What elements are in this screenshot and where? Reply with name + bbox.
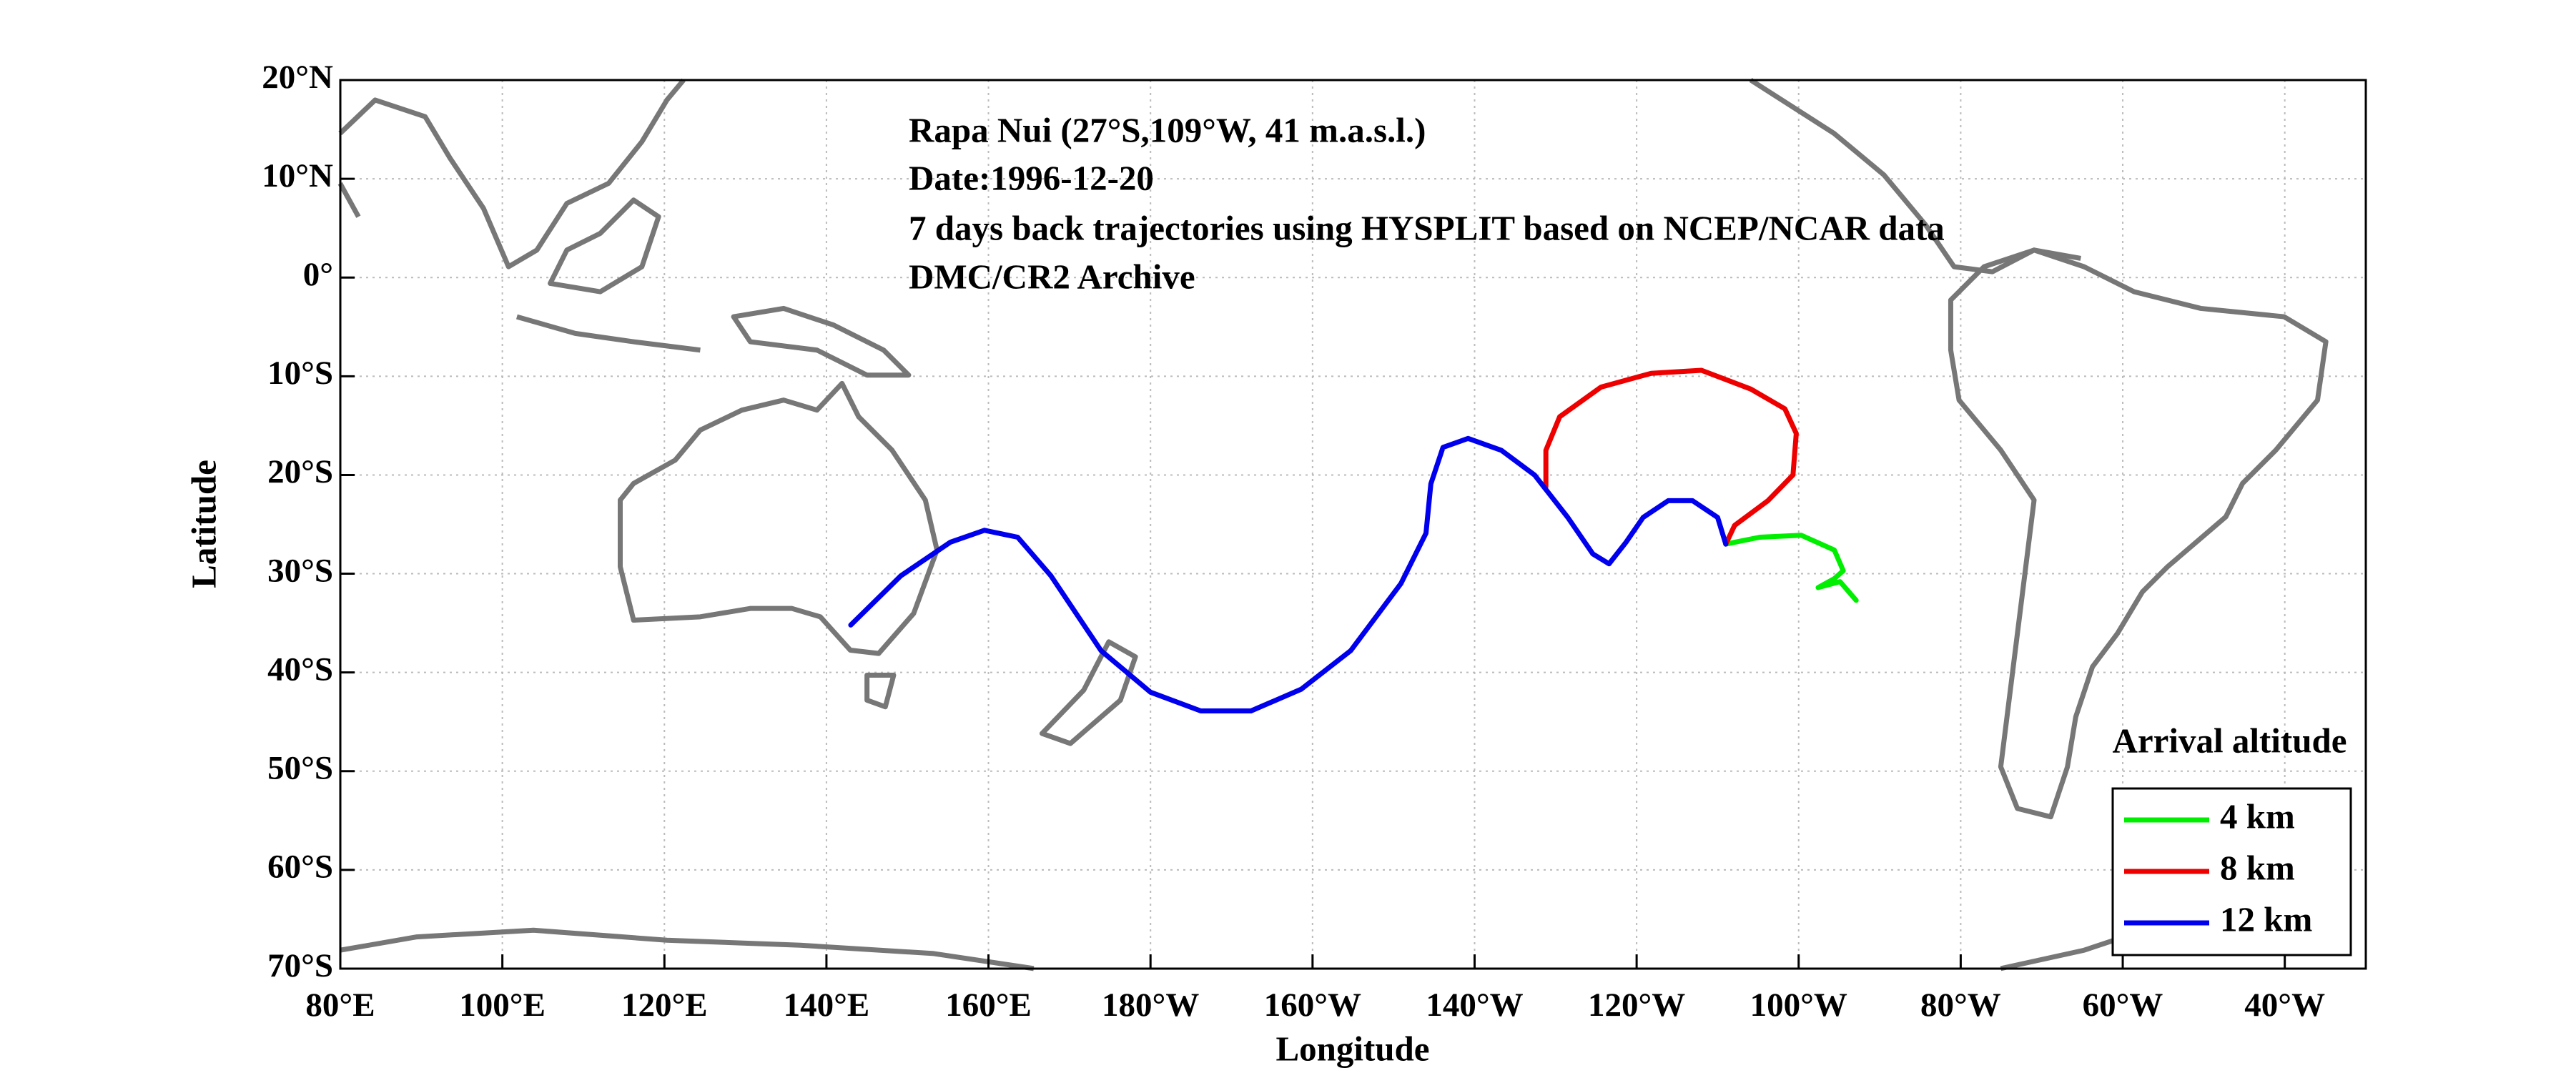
legend-label: 12 km <box>2220 899 2312 939</box>
y-tick-label: 0° <box>303 256 333 293</box>
plot-area <box>848 367 1859 713</box>
trajectory <box>848 435 1729 713</box>
annotation: Date:1996-12-20 <box>909 158 1154 197</box>
coast-new-guinea <box>731 305 912 378</box>
y-tick-label: 10°N <box>262 157 333 194</box>
x-tick-label: 100°W <box>1750 987 1847 1024</box>
coast-australia <box>618 380 940 656</box>
x-axis-label: Longitude <box>1275 1029 1429 1068</box>
x-tick-label: 140°W <box>1426 987 1523 1024</box>
coastlines <box>337 77 2329 971</box>
annotation: 7 days back trajectories using HYSPLIT b… <box>909 208 1945 247</box>
y-tick-label: 40°S <box>267 651 333 688</box>
y-tick-label: 20°S <box>267 453 333 490</box>
coast-asia <box>337 78 701 353</box>
annotation: Rapa Nui (27°S,109°W, 41 m.a.s.l.) <box>909 110 1426 149</box>
trajectory <box>1723 533 1859 603</box>
x-tick-label: 140°E <box>784 987 870 1024</box>
legend-label: 8 km <box>2220 848 2295 887</box>
x-tick-label: 40°W <box>2244 987 2325 1024</box>
y-tick-label: 30°S <box>267 552 333 589</box>
x-tick-label: 160°W <box>1264 987 1361 1024</box>
x-tick-label: 120°E <box>621 987 708 1024</box>
x-tick-label: 80°W <box>1920 987 2001 1024</box>
y-tick-label: 10°S <box>267 355 333 392</box>
coast-tasmania <box>864 672 897 710</box>
y-axis-label: Latitude <box>184 460 223 588</box>
coast-new-zealand <box>1040 639 1138 746</box>
x-tick-label: 100°E <box>459 987 546 1024</box>
annotation: DMC/CR2 Archive <box>909 257 1195 296</box>
axes-frame <box>339 79 2367 970</box>
x-tick-label: 160°E <box>945 987 1032 1024</box>
legend-title: Arrival altitude <box>2113 721 2347 760</box>
y-tick-label: 70°S <box>267 947 333 984</box>
coast-north-america <box>1749 77 2081 275</box>
x-tick-label: 180°W <box>1102 987 1199 1024</box>
coast-south-america <box>1948 247 2329 820</box>
grid <box>340 79 2366 969</box>
y-tick-label: 20°N <box>262 59 333 96</box>
y-tick-label: 50°S <box>267 750 333 787</box>
y-tick-label: 60°S <box>267 849 333 886</box>
x-tick-label: 60°W <box>2083 987 2163 1024</box>
trajectory <box>1543 367 1799 547</box>
legend-label: 4 km <box>2220 796 2295 836</box>
x-tick-label: 120°W <box>1588 987 1685 1024</box>
x-tick-label: 80°E <box>305 987 375 1024</box>
